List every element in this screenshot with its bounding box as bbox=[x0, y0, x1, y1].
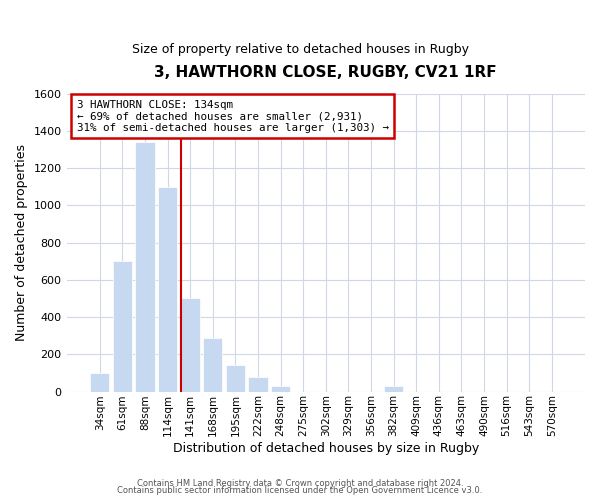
Bar bbox=[158, 187, 177, 392]
Bar bbox=[226, 366, 245, 392]
Y-axis label: Number of detached properties: Number of detached properties bbox=[15, 144, 28, 341]
Title: 3, HAWTHORN CLOSE, RUGBY, CV21 1RF: 3, HAWTHORN CLOSE, RUGBY, CV21 1RF bbox=[154, 65, 497, 80]
Bar bbox=[90, 373, 109, 392]
Bar bbox=[136, 142, 155, 392]
Bar bbox=[248, 376, 268, 392]
Bar bbox=[203, 338, 223, 392]
Bar bbox=[271, 386, 290, 392]
Bar bbox=[384, 386, 403, 392]
X-axis label: Distribution of detached houses by size in Rugby: Distribution of detached houses by size … bbox=[173, 442, 479, 455]
Text: Contains HM Land Registry data © Crown copyright and database right 2024.: Contains HM Land Registry data © Crown c… bbox=[137, 478, 463, 488]
Text: 3 HAWTHORN CLOSE: 134sqm
← 69% of detached houses are smaller (2,931)
31% of sem: 3 HAWTHORN CLOSE: 134sqm ← 69% of detach… bbox=[77, 100, 389, 133]
Bar bbox=[113, 261, 132, 392]
Text: Contains public sector information licensed under the Open Government Licence v3: Contains public sector information licen… bbox=[118, 486, 482, 495]
Text: Size of property relative to detached houses in Rugby: Size of property relative to detached ho… bbox=[131, 42, 469, 56]
Bar bbox=[181, 298, 200, 392]
